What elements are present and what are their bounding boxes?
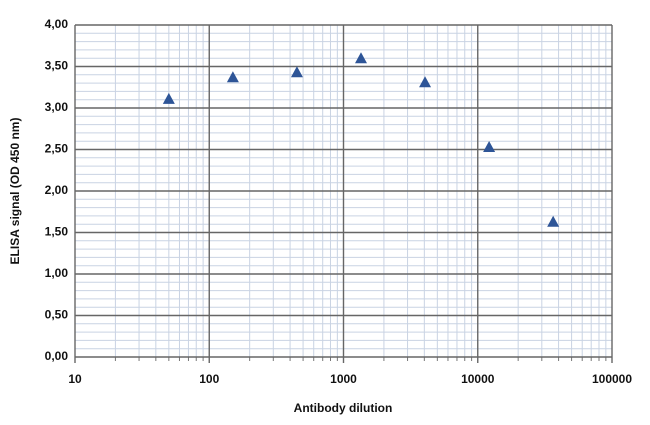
y-tick-label: 2,00: [45, 183, 69, 197]
y-axis-label: ELISA signal (OD 450 nm): [8, 118, 22, 265]
x-tick-label: 10: [68, 372, 82, 386]
y-tick-label: 0,50: [45, 308, 69, 322]
marker: [547, 215, 560, 227]
y-tick-label: 3,00: [45, 100, 69, 114]
x-tick-label: 100: [199, 372, 219, 386]
x-axis-label: Antibody dilution: [294, 401, 393, 415]
y-tick-label: 1,00: [45, 266, 69, 280]
y-tick-label: 4,00: [45, 17, 69, 31]
x-tick-label: 10000: [461, 372, 495, 386]
y-tick-label: 1,50: [45, 225, 69, 239]
marker: [354, 52, 367, 64]
marker: [419, 76, 432, 88]
marker: [226, 71, 239, 83]
marker: [162, 92, 175, 104]
x-tick-label: 100000: [592, 372, 632, 386]
marker: [483, 141, 496, 153]
y-tick-label: 0,00: [45, 349, 69, 363]
y-tick-label: 3,50: [45, 59, 69, 73]
x-tick-label: 1000: [330, 372, 357, 386]
marker: [290, 66, 303, 78]
y-tick-label: 2,50: [45, 142, 69, 156]
